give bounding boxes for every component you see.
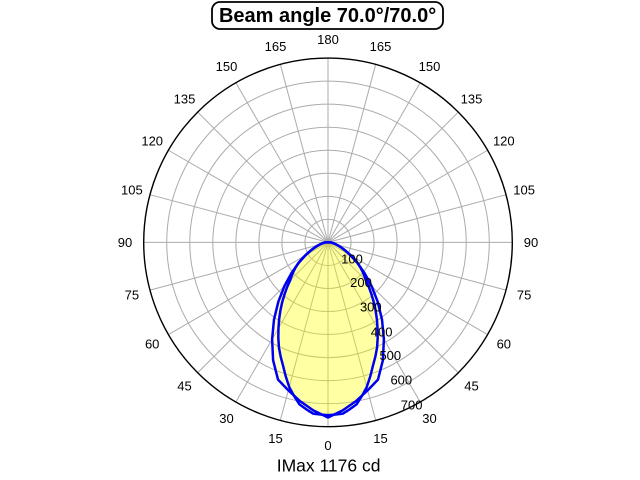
svg-text:120: 120 [493,134,515,149]
svg-text:Beam angle 70.0°/70.0°: Beam angle 70.0°/70.0° [219,5,436,27]
svg-text:90: 90 [118,235,132,250]
svg-text:300: 300 [360,299,382,314]
svg-text:45: 45 [177,379,191,394]
svg-text:105: 105 [513,183,535,198]
svg-text:150: 150 [216,59,238,74]
svg-text:100: 100 [341,252,363,267]
svg-text:165: 165 [370,39,392,54]
svg-text:400: 400 [371,325,393,340]
svg-text:135: 135 [461,92,483,107]
svg-text:15: 15 [268,431,282,446]
svg-text:90: 90 [524,235,538,250]
svg-text:120: 120 [141,134,163,149]
svg-text:0: 0 [324,438,331,453]
svg-text:30: 30 [219,411,233,426]
svg-text:60: 60 [497,337,511,352]
svg-text:45: 45 [464,379,478,394]
svg-text:60: 60 [145,337,159,352]
svg-text:150: 150 [419,59,441,74]
svg-text:75: 75 [517,288,531,303]
svg-text:15: 15 [373,431,387,446]
svg-text:30: 30 [422,411,436,426]
svg-text:75: 75 [125,288,139,303]
svg-text:200: 200 [350,275,372,290]
svg-text:700: 700 [401,397,423,412]
svg-text:IMax 1176 cd: IMax 1176 cd [277,455,381,475]
svg-text:600: 600 [390,373,412,388]
svg-text:165: 165 [265,39,287,54]
svg-text:500: 500 [379,348,401,363]
svg-text:180: 180 [317,32,339,47]
svg-text:135: 135 [174,92,196,107]
svg-text:105: 105 [121,183,143,198]
